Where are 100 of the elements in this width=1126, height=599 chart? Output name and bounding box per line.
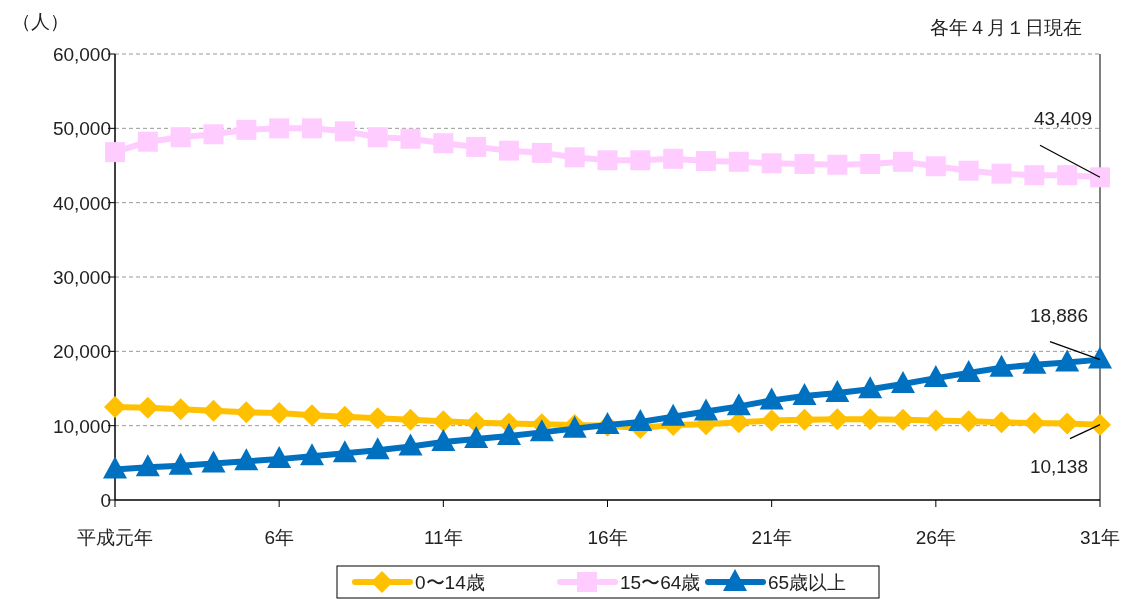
legend-label: 65歳以上 — [768, 572, 847, 593]
point — [531, 142, 552, 163]
point — [400, 128, 421, 149]
point — [891, 371, 915, 394]
x-tick-label: 31年 — [1079, 527, 1121, 548]
point — [825, 379, 850, 402]
point — [103, 456, 127, 479]
y-tick-label: 30,000 — [52, 267, 111, 288]
point — [793, 408, 816, 431]
point — [334, 121, 355, 142]
point — [203, 124, 224, 145]
legend-label: 15〜64歳 — [620, 572, 701, 593]
x-tick-label: 26年 — [915, 527, 956, 548]
point — [333, 405, 356, 428]
point — [499, 140, 519, 161]
point — [892, 408, 914, 431]
point — [1090, 167, 1110, 188]
point — [170, 127, 191, 148]
x-tick-label: 平成元年 — [77, 527, 153, 548]
point — [827, 154, 848, 175]
point — [267, 446, 292, 469]
y-tick-label: 60,000 — [52, 44, 111, 65]
y-axis-title: （人） — [12, 11, 69, 32]
point — [201, 450, 226, 473]
point — [956, 359, 981, 382]
point — [989, 354, 1014, 377]
point — [366, 407, 389, 430]
point — [925, 156, 946, 177]
point — [137, 131, 158, 152]
point — [958, 160, 979, 181]
y-tick-label: 40,000 — [52, 192, 111, 214]
point — [860, 154, 881, 175]
data-label: 43,409 — [1033, 108, 1092, 130]
point — [1022, 351, 1047, 374]
data-label: 10,138 — [1029, 455, 1088, 477]
point — [694, 398, 718, 421]
point — [399, 408, 422, 431]
point — [268, 402, 291, 425]
point — [1056, 412, 1079, 435]
point — [398, 433, 423, 456]
point — [432, 410, 455, 433]
point — [991, 163, 1012, 184]
data-label: 18,886 — [1029, 304, 1088, 326]
point — [236, 119, 257, 140]
point — [630, 150, 651, 171]
point — [302, 118, 322, 139]
y-tick-label: 50,000 — [52, 118, 111, 140]
point — [104, 396, 126, 419]
point — [301, 404, 323, 427]
point — [858, 376, 883, 399]
point — [332, 440, 357, 463]
point — [924, 409, 947, 432]
point — [169, 398, 192, 421]
point — [497, 423, 521, 446]
point — [663, 148, 684, 169]
point — [202, 399, 225, 422]
point — [859, 408, 882, 431]
y-tick-label: 10,000 — [52, 415, 111, 437]
point — [365, 437, 390, 460]
point — [1089, 413, 1111, 436]
point — [529, 419, 554, 442]
point — [826, 408, 849, 431]
point — [465, 411, 488, 434]
x-tick-label: 21年 — [751, 527, 792, 548]
point — [269, 118, 290, 139]
point — [728, 151, 749, 172]
point — [300, 443, 324, 466]
y-tick-label: 20,000 — [52, 341, 111, 363]
point — [760, 409, 783, 432]
point — [923, 365, 948, 388]
point — [792, 382, 817, 405]
point — [1024, 165, 1045, 186]
point — [628, 408, 653, 431]
point — [1023, 412, 1046, 435]
point — [957, 410, 980, 433]
x-tick-label: 6年 — [264, 527, 294, 548]
point — [597, 150, 618, 171]
point — [235, 401, 258, 424]
point — [761, 153, 782, 174]
point — [105, 142, 125, 163]
point — [464, 426, 489, 449]
point — [759, 387, 784, 410]
point — [466, 136, 487, 157]
point — [433, 133, 454, 154]
legend-label: 0〜14歳 — [415, 572, 485, 593]
point — [168, 452, 193, 475]
x-tick-label: 16年 — [587, 527, 628, 548]
x-tick-label: 11年 — [423, 527, 463, 548]
point — [136, 396, 159, 419]
point — [367, 127, 388, 148]
point — [893, 151, 913, 172]
point — [726, 393, 751, 416]
point — [431, 429, 456, 452]
point — [696, 151, 716, 172]
point — [661, 403, 686, 426]
point — [1055, 349, 1080, 372]
point — [794, 154, 815, 175]
point — [564, 147, 585, 168]
point — [135, 454, 160, 477]
point — [1088, 346, 1112, 369]
